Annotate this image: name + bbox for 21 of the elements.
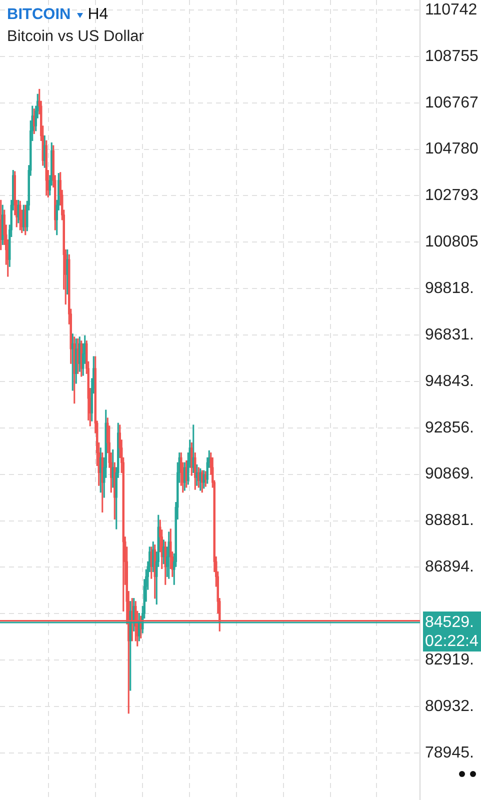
- y-tick-label: 100805: [425, 234, 478, 251]
- y-tick-label: 82919.: [425, 651, 474, 668]
- text: 02:22:4: [425, 632, 478, 650]
- y-tick-label: 86894.: [425, 558, 474, 576]
- y-tick-label: 92856.: [425, 419, 474, 436]
- y-tick-label: 108755: [425, 48, 478, 65]
- y-tick-label: 90869.: [425, 466, 474, 483]
- y-tick-label: 104780: [425, 140, 478, 158]
- y-tick-label: 110742: [425, 1, 478, 18]
- ref-line-label: 84529.: [425, 614, 474, 631]
- y-tick-label: 88881.: [425, 512, 474, 530]
- y-tick-label: 78945.: [425, 744, 474, 762]
- annotation: H4: [88, 6, 108, 23]
- text: Bitcoin vs US Dollar: [7, 28, 144, 45]
- y-tick-label: 94843.: [425, 372, 474, 390]
- chart-title: BITCOIN: [7, 6, 71, 24]
- y-tick-label: 102793: [425, 187, 478, 204]
- y-tick-label: 96831.: [425, 326, 474, 344]
- y-tick-label: 80932.: [425, 698, 474, 715]
- y-tick-label: 106767: [425, 94, 478, 112]
- y-tick-label: 98818.: [425, 280, 474, 298]
